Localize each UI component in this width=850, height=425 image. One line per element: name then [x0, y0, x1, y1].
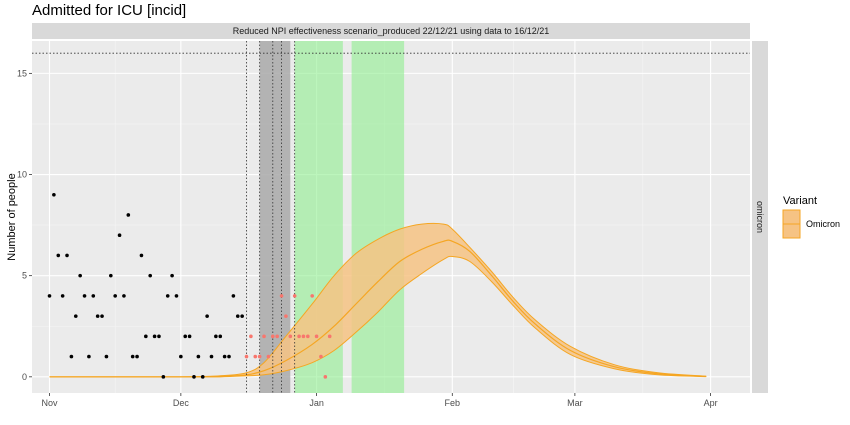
observed-point-recent: [244, 354, 249, 359]
grid-lines: [32, 41, 750, 393]
observed-point: [183, 334, 188, 339]
observed-points: [47, 192, 332, 379]
observed-point-recent: [288, 334, 293, 339]
observed-point-recent: [279, 294, 284, 298]
observed-point: [205, 314, 209, 318]
observed-point: [82, 294, 87, 298]
observed-point: [157, 334, 161, 339]
observed-point: [65, 253, 69, 258]
observed-point: [152, 334, 157, 339]
observed-point: [218, 334, 223, 339]
median-line: [49, 239, 707, 378]
facet-strip-top-label: Reduced NPI effectiveness scenario_produ…: [233, 26, 550, 36]
observed-point: [139, 253, 144, 258]
observed-point: [122, 294, 126, 298]
observed-point: [69, 354, 74, 359]
observed-point: [73, 314, 78, 318]
observed-point-recent: [292, 294, 297, 298]
observed-point-recent: [319, 354, 323, 359]
observed-point: [170, 273, 174, 278]
x-tick-label: Nov: [42, 398, 59, 408]
observed-point: [227, 354, 231, 359]
x-tick-label: Mar: [567, 398, 583, 408]
observed-point-recent: [301, 334, 306, 339]
observed-point: [179, 354, 183, 359]
observed-point: [91, 294, 96, 298]
observed-point: [117, 233, 122, 238]
observed-point: [104, 354, 109, 359]
observed-point-recent: [297, 334, 301, 339]
observed-point: [222, 354, 227, 359]
observed-point: [135, 354, 139, 359]
observed-point: [209, 354, 214, 359]
observed-point-recent: [257, 354, 262, 359]
observed-point-recent: [266, 354, 271, 359]
y-tick-label: 5: [22, 271, 27, 281]
x-tick-label: Jan: [309, 398, 324, 408]
grey-period-shade: [259, 41, 291, 393]
ribbon-area: [49, 223, 707, 377]
observed-point: [200, 375, 205, 379]
observed-point-recent: [284, 314, 288, 318]
observed-point: [126, 213, 131, 217]
observed-point: [130, 354, 135, 359]
y-tick-label: 10: [17, 170, 27, 180]
observed-point: [196, 354, 201, 359]
observed-point-recent: [275, 334, 279, 339]
ribbon-upper-line: [49, 222, 707, 378]
observed-point: [144, 334, 148, 339]
reference-vlines: [32, 41, 750, 393]
y-tick-label: 15: [17, 68, 27, 78]
x-axis-ticks: Nov Dec Jan Feb Mar Apr: [42, 393, 718, 408]
observed-point-recent: [327, 334, 332, 339]
observed-point: [161, 375, 166, 379]
observed-point: [87, 354, 91, 359]
observed-point: [235, 314, 240, 318]
legend-title: Variant: [783, 195, 817, 207]
observed-point: [113, 294, 117, 298]
observed-point: [148, 273, 153, 278]
observed-point: [174, 294, 179, 298]
omicron-ribbon: [49, 222, 707, 378]
legend: Variant Omicron: [782, 195, 840, 239]
y-tick-label: 0: [22, 372, 27, 382]
green-period-shade: [351, 41, 405, 393]
observed-point: [231, 294, 236, 298]
legend-label-omicron: Omicron: [806, 219, 840, 229]
observed-point-recent: [253, 354, 258, 359]
observed-point: [100, 314, 104, 318]
observed-point-recent: [310, 294, 314, 298]
observed-point: [60, 294, 65, 298]
x-tick-label: Apr: [704, 398, 718, 408]
observed-point: [52, 192, 56, 197]
observed-point: [192, 375, 196, 379]
observed-point: [56, 253, 61, 258]
facet-strip-right: [752, 41, 768, 393]
observed-point: [165, 294, 170, 298]
observed-point-recent: [323, 375, 328, 379]
observed-point: [47, 294, 52, 298]
observed-point-recent: [270, 334, 275, 339]
y-axis-ticks: 0 5 10 15: [17, 68, 32, 382]
x-tick-label: Dec: [173, 398, 190, 408]
facet-strip-top: [32, 23, 750, 39]
facet-strip-right-label: omicron: [755, 201, 765, 233]
chart-title: Admitted for ICU [incid]: [32, 2, 186, 19]
observed-point: [240, 314, 244, 318]
observed-point-recent: [249, 334, 253, 339]
observed-point: [187, 334, 192, 339]
observed-point: [214, 334, 218, 339]
x-tick-label: Feb: [445, 398, 461, 408]
y-axis-title: Number of people: [6, 173, 18, 260]
ribbon-lower-line: [49, 255, 707, 378]
observed-point: [78, 273, 82, 278]
observed-point-recent: [306, 334, 310, 339]
observed-point: [95, 314, 100, 318]
observed-point-recent: [314, 334, 319, 339]
observed-point-recent: [262, 334, 266, 339]
observed-point: [109, 273, 113, 278]
